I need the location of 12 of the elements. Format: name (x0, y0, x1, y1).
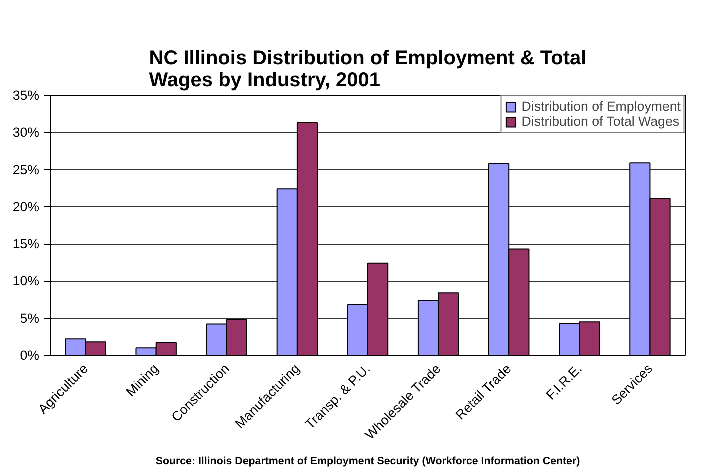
source-note: Source: Illinois Department of Employment Security (Workforce Information Center) (156, 456, 581, 468)
y-tick-label: 10% (12, 274, 40, 289)
y-tick-label: 25% (12, 162, 40, 178)
y-tick-label: 5% (20, 310, 40, 326)
legend-label: Distribution of Total Wages (522, 114, 680, 129)
legend-label: Distribution of Employment (522, 99, 681, 114)
y-tick-label: 30% (12, 125, 40, 140)
y-tick-label: 35% (12, 88, 40, 103)
y-tick-label: 20% (12, 199, 40, 214)
chart-title: NC Illinois Distribution of Employment & Total Wages by Industry, 2001 (149, 48, 587, 92)
y-tick-label: 0% (20, 348, 40, 363)
y-tick-label: 15% (12, 236, 40, 252)
